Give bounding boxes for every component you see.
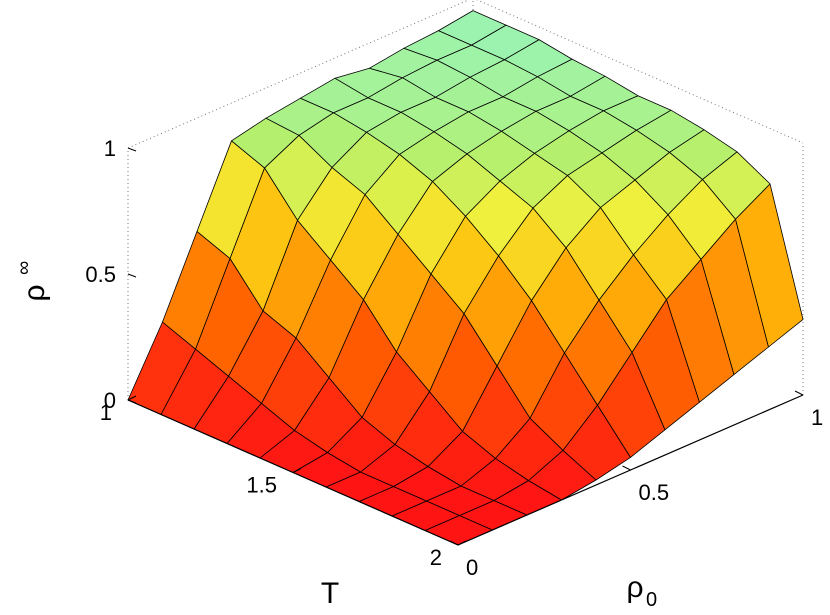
surface-mesh [127,10,804,546]
x-tick-label-0: 1 [100,400,112,425]
z-tick-label-2: 1 [104,136,116,161]
z-axis-label-subscript: ∞ [13,261,35,275]
box-edge-back-2 [476,0,804,144]
x-axis-label-main: T [321,577,339,610]
x-tick-mark-1 [292,468,302,473]
y-tick-mark-0 [449,540,459,546]
z-tick-label-0: 0 [104,388,116,413]
y-axis-label-subscript: 0 [646,589,657,611]
z-tick-mark-1 [127,273,137,278]
y-tick-label-2: 1 [811,405,823,430]
x-tick-mark-2 [457,540,467,546]
x-tick-label-2: 2 [430,545,442,570]
box-edge-back-1 [127,0,470,149]
x-tick-label-1: 1.5 [246,473,277,498]
y-tick-mark-1 [622,465,631,471]
y-axis-label: ρ 0 [626,571,657,611]
z-tick-mark-2 [127,147,137,152]
y-axis-label-main: ρ [626,571,643,604]
z-tick-label-1: 0.5 [85,262,116,287]
x-axis-label: T [321,577,339,610]
y-tick-label-0: 0 [466,555,478,580]
axis-box-back [127,0,804,400]
y-tick-label-1: 0.5 [639,480,670,505]
y-tick-mark-2 [794,390,804,396]
z-tick-mark-0 [127,399,137,404]
x-tick-mark-0 [127,395,137,401]
z-axis-label-main: ρ [18,284,51,301]
surface-patch-0-9 [438,10,507,46]
z-axis-label: ρ ∞ [13,261,51,302]
